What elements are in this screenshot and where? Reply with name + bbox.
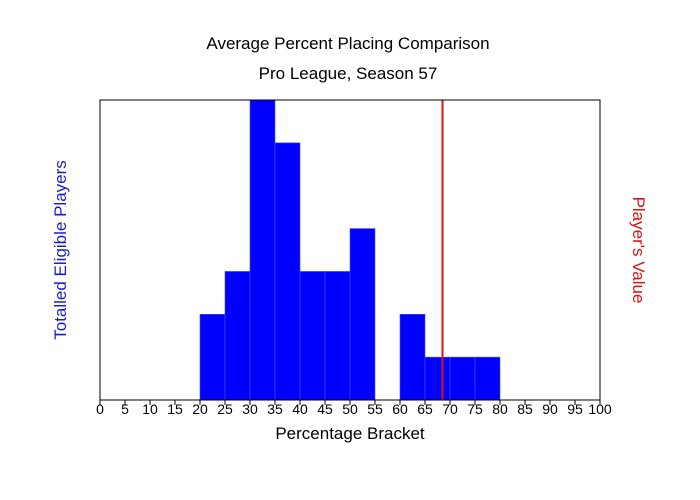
x-tick-label: 80	[492, 401, 508, 417]
histogram-bar	[474, 356, 501, 401]
x-tick-label: 5	[121, 401, 129, 417]
x-tick-label: 75	[467, 401, 483, 417]
histogram-bar	[274, 142, 301, 401]
x-tick-label: 95	[567, 401, 583, 417]
x-tick-label: 35	[267, 401, 283, 417]
x-tick-label: 10	[142, 401, 158, 417]
histogram-bar	[324, 271, 351, 401]
histogram-bar	[349, 228, 376, 401]
player-value-label: Player's Value	[629, 197, 648, 304]
x-tick-label: 20	[192, 401, 208, 417]
chart-subtitle: Pro League, Season 57	[259, 64, 438, 83]
histogram-bar	[199, 313, 226, 401]
histogram-bar	[299, 271, 326, 401]
x-tick-label: 60	[392, 401, 408, 417]
x-tick-label: 100	[588, 401, 612, 417]
x-tick-label: 15	[167, 401, 183, 417]
histogram-bar	[224, 271, 251, 401]
x-tick-label: 50	[342, 401, 358, 417]
x-tick-label: 25	[217, 401, 233, 417]
y-axis-label: Totalled Eligible Players	[51, 160, 70, 340]
chart-title: Average Percent Placing Comparison	[206, 34, 489, 53]
x-tick-label: 85	[517, 401, 533, 417]
x-tick-label: 65	[417, 401, 433, 417]
x-tick-label: 40	[292, 401, 308, 417]
x-tick-label: 55	[367, 401, 383, 417]
bars-group	[199, 99, 501, 401]
x-axis-label: Percentage Bracket	[275, 424, 425, 443]
histogram-bar	[249, 99, 276, 401]
x-tick-label: 30	[242, 401, 258, 417]
x-tick-label: 45	[317, 401, 333, 417]
x-tick-label: 0	[96, 401, 104, 417]
x-axis-ticks: 0 5 10 15 20 25 30 35 40 45 50 55 60 65 70 75 80 85 90 95 10…	[96, 400, 612, 417]
histogram-bar	[399, 313, 426, 401]
x-tick-label: 70	[442, 401, 458, 417]
x-tick-label: 90	[542, 401, 558, 417]
histogram-bar	[449, 356, 476, 401]
histogram-bar	[424, 356, 451, 401]
